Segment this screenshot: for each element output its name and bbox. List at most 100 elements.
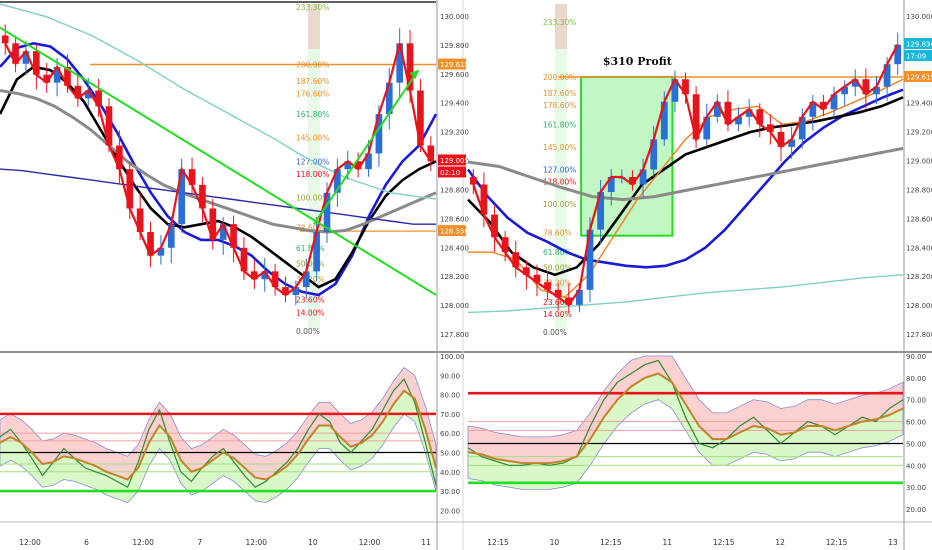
left-price-y-tick-label: 129.400 <box>440 100 469 108</box>
left-price-fib-label: 50.00% <box>296 260 325 269</box>
right-price-candle-body <box>809 101 817 117</box>
left-price-candle-body <box>240 247 248 272</box>
left-price-candle-body <box>292 287 300 295</box>
left-price-candle-body <box>147 232 154 256</box>
left-oscillator-x-tick-label: 12:00 <box>19 538 41 547</box>
left-price-candle-body <box>1 35 9 44</box>
right-oscillator-x-tick-label: 10 <box>550 538 560 547</box>
right-price-fib-label: 127.00% <box>543 165 576 174</box>
upward-projection <box>313 69 420 225</box>
right-price-fib-label: 14.00% <box>543 310 572 319</box>
right-price-ma-blue-line <box>466 88 904 269</box>
left-price-y-tick-label: 128.000 <box>440 302 469 310</box>
left-price-y-tick-label: 128.800 <box>440 186 469 194</box>
right-price-price-tag: 129.615 <box>904 70 932 82</box>
left-price-candle-body <box>84 90 92 99</box>
right-price-y-tick-label: 129.200 <box>906 129 932 137</box>
right-price-fib-label: 38.20% <box>543 278 572 287</box>
right-price-price-tag: 129.834 <box>904 38 932 50</box>
left-price-candle-body <box>105 106 113 146</box>
left-price-candle-body <box>302 271 310 288</box>
right-price-y-tick-label: 128.600 <box>906 215 932 223</box>
right-price-candle-body <box>788 139 795 147</box>
right-price-y-tick-label: 128.200 <box>906 273 932 281</box>
left-price-price-tag-bg <box>438 225 466 237</box>
left-price-fib-label: 118.00% <box>296 170 329 179</box>
right-price-y-tick-label: 129.400 <box>906 100 932 108</box>
right-oscillator-y-tick-label: 90.00 <box>906 353 926 361</box>
left-price-candle-body <box>209 208 217 240</box>
right-price-close-line <box>472 44 899 307</box>
left-price-ma-navy-line <box>0 168 436 225</box>
right-price-price-tag-label: 129.834 <box>906 41 932 49</box>
right-price-candle-body <box>798 116 806 140</box>
left-oscillator-x-tick-label: 7 <box>197 538 202 547</box>
left-price-candle-body <box>199 184 206 209</box>
fib-highlight-top <box>555 4 567 49</box>
right-price-candle-body <box>766 124 774 132</box>
left-oscillator-y-tick-label: 30.00 <box>440 488 460 496</box>
left-oscillator-x-tick-label: 11 <box>421 538 431 547</box>
left-price-y-tick-label: 128.400 <box>440 244 469 252</box>
left-price-candle-body <box>375 114 383 154</box>
right-price-price-tag-label: 129.615 <box>906 73 932 81</box>
left-price-fib-label: 176.60% <box>296 90 329 99</box>
left-price-price-tag-bg <box>438 58 466 70</box>
right-price-candle-body <box>703 116 711 140</box>
right-price-candle-body <box>756 109 764 125</box>
left-oscillator-x-tick-label: 12:00 <box>132 538 154 547</box>
right-oscillator-y-tick-label: 60.00 <box>906 419 926 427</box>
right-price-fib-label: 61.80% <box>543 248 572 257</box>
left-price-candle-body <box>313 232 320 272</box>
left-price-candle-body <box>178 169 185 225</box>
right-price-fib-label: 0.00% <box>543 328 567 337</box>
left-price-candle-body <box>261 271 269 280</box>
right-oscillator-x-tick-label: 13 <box>888 538 898 547</box>
left-price-fib-label: 78.60% <box>296 223 325 232</box>
left-price-price-tag-bg <box>438 166 466 178</box>
left-oscillator-oscillator-fast-line <box>0 378 437 489</box>
left-price-candle-body <box>116 145 123 170</box>
right-price-candle-body <box>820 101 827 110</box>
right-price-candle-body <box>586 229 594 290</box>
right-price-candle-body <box>745 109 753 117</box>
left-price-candle-body <box>406 43 414 91</box>
left-price-candle-body <box>365 153 372 170</box>
right-price-fib-label: 78.60% <box>543 229 572 238</box>
left-price-ma-black-line <box>0 65 437 289</box>
right-price-fib-label: 187.60% <box>543 89 576 98</box>
left-price-fib-label: 61.80% <box>296 244 325 253</box>
right-price-candle-body <box>671 79 679 102</box>
left-price-candle-body <box>188 169 196 185</box>
right-price-candle-body <box>851 79 859 87</box>
right-price-y-tick-label: 128.000 <box>906 302 932 310</box>
left-oscillator-y-tick-label: 40.00 <box>440 469 460 477</box>
left-oscillator-y-tick-label: 90.00 <box>440 372 460 380</box>
left-oscillator-y-tick-label: 20.00 <box>440 507 460 515</box>
left-price-fib-label: 187.60% <box>296 77 329 86</box>
fib-highlight-top <box>308 4 320 49</box>
right-price-candle-body <box>480 184 488 215</box>
right-price-price-tag-bg <box>904 50 932 62</box>
left-price-candle-body <box>64 66 71 86</box>
left-price-candle-body <box>22 51 30 64</box>
left-price-price-tag: 129.615 <box>438 58 469 70</box>
left-price-ma-teal-line <box>0 3 437 200</box>
right-oscillator-x-tick-label: 12:15 <box>487 538 509 547</box>
left-price-price-tag-bg <box>438 154 466 166</box>
right-oscillator-y-tick-label: 30.00 <box>906 484 926 492</box>
left-price-candle-body <box>53 66 61 83</box>
right-oscillator-oscillator-slow-line <box>467 372 904 465</box>
left-price-price-tag-label: 129.615 <box>440 61 469 69</box>
right-price-candle-body <box>469 177 477 185</box>
right-price-y-tick-label: 127.800 <box>906 331 932 339</box>
left-price-candle-body <box>33 51 40 75</box>
left-price-y-tick-label: 129.800 <box>440 42 469 50</box>
left-oscillator-y-tick-label: 80.00 <box>440 392 460 400</box>
right-price-candle-body <box>501 237 509 253</box>
left-price-candle-body <box>354 161 362 170</box>
left-price-candle-body <box>136 208 144 233</box>
left-price-candle-body <box>219 224 227 240</box>
right-price-price-tag-bg <box>904 38 932 50</box>
